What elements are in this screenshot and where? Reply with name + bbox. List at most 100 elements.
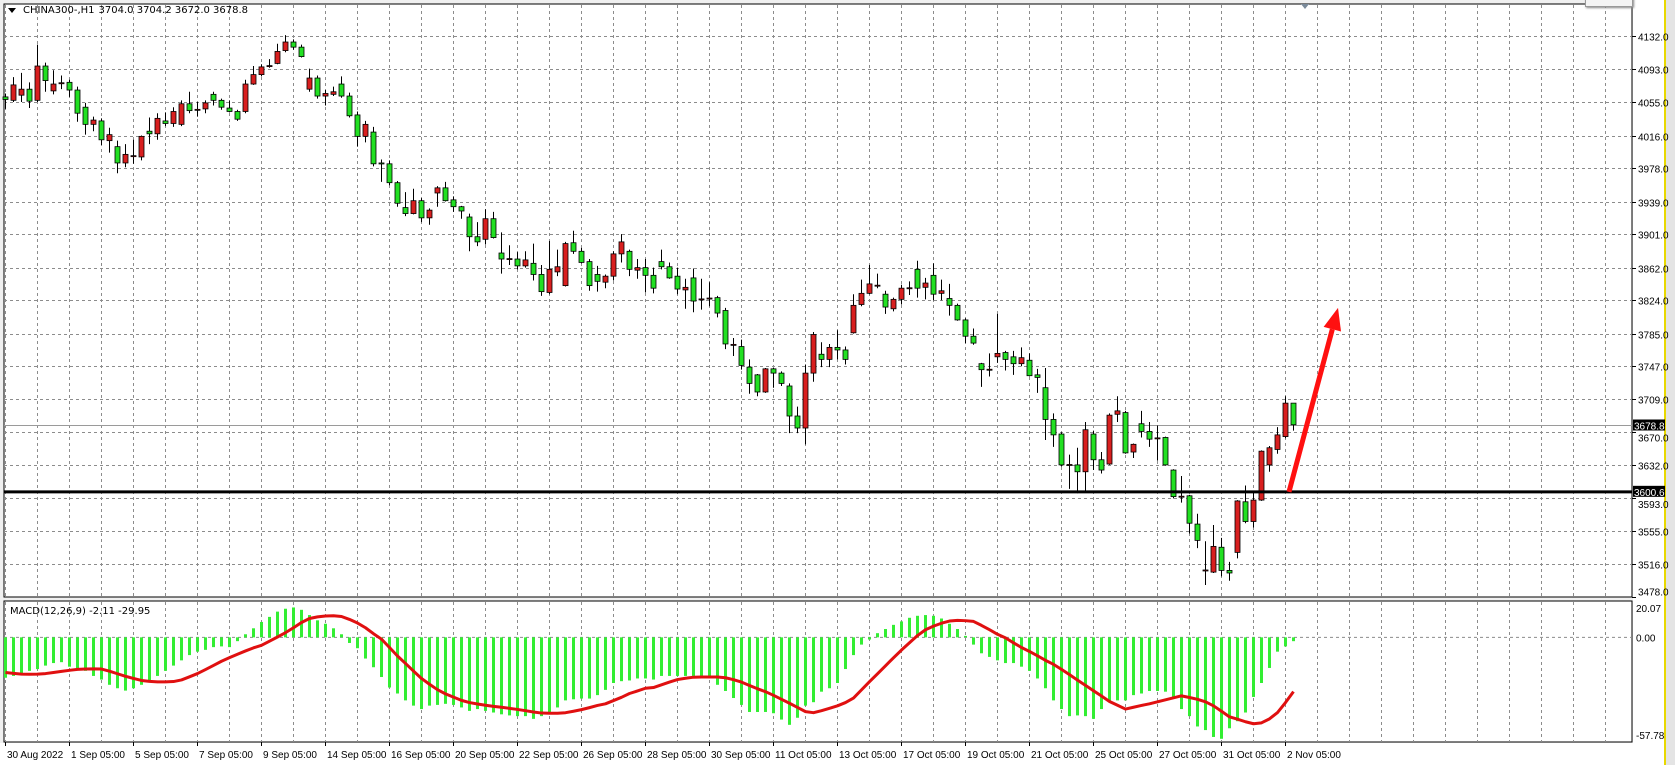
candle [74,86,81,122]
candle-body [1186,495,1193,524]
macd-histogram-bar [564,637,567,701]
candle-body [674,275,681,290]
macd-histogram-bar [572,637,575,700]
candle [970,328,977,345]
candle [618,234,625,263]
candle [946,283,953,316]
candle [1090,430,1097,471]
candle [954,303,961,321]
macd-histogram-bar [196,637,199,652]
macd-histogram-bar [708,637,711,679]
macd-histogram-bar [1164,637,1167,692]
candle-body [474,236,481,243]
candle [170,107,177,127]
candle [554,249,561,277]
macd-histogram-bar [764,637,767,712]
candle [258,64,265,77]
candle-body [346,95,353,117]
macd-histogram-bar [548,637,551,715]
macd-histogram-bar [820,637,823,692]
triangle-down-icon[interactable] [8,8,16,13]
price-axis-label: 3632.0 [1638,462,1669,473]
macd-histogram-bar [316,620,319,638]
candle [466,213,473,252]
candle-body [522,259,529,267]
candle-body [322,93,329,97]
macd-histogram-bar [876,633,879,638]
macd-histogram-bar [1116,637,1119,701]
macd-histogram-bar [636,637,639,679]
candle [114,140,121,174]
chart-header: CHINA300-,H1 3704.0 3704.2 3672.0 3678.8 [8,5,248,16]
macd-histogram-bar [852,637,855,656]
candle-body [1274,434,1281,450]
macd-histogram-bar [996,637,999,661]
candle [890,297,897,312]
candle-body [922,282,929,288]
candle [202,100,209,114]
macd-histogram-bar [596,637,599,696]
macd-histogram-bar [1212,637,1215,737]
candle [1146,422,1153,447]
candle [1074,447,1081,494]
trade-panel-button[interactable] [1585,0,1633,7]
candle [82,102,89,135]
macd-histogram-bar [532,637,535,719]
macd-axis-label: -57.78 [1636,731,1665,742]
candle [674,267,681,295]
time-axis-label: 11 Oct 05:00 [775,750,832,761]
candle-body [1234,500,1241,553]
candle-body [1194,523,1201,541]
macd-histogram-bar [292,607,295,638]
candle [42,62,49,92]
candle-body [450,199,457,208]
candle [1194,513,1201,549]
window-border [1666,0,1675,765]
macd-histogram-bar [108,637,111,685]
chart-shift-marker-icon[interactable] [1301,4,1309,9]
candle [546,241,553,295]
candle [442,181,449,202]
candle-body [818,353,825,360]
candle-body [394,182,401,204]
macd-histogram-bar [60,637,63,663]
candle-body [202,102,209,110]
candle-body [866,283,873,294]
macd-histogram-bar [1092,637,1095,719]
candle-body [890,298,897,310]
candle [882,290,889,314]
candle-body [1098,459,1105,471]
candle-body [986,368,993,371]
macd-histogram-bar [164,637,167,671]
candle [274,43,281,65]
candle-body [2,96,9,100]
candle [906,281,913,296]
macd-histogram-bar [668,637,671,676]
candle [458,205,465,219]
macd-histogram-bar [980,637,983,654]
candle-body [466,216,473,238]
candle [586,259,593,291]
macd-histogram-bar [508,637,511,716]
macd-histogram-bar [660,637,663,676]
candle [314,75,321,99]
candle-body [858,292,865,305]
candle-body [1282,402,1289,437]
macd-histogram-bar [420,637,423,710]
candle [1154,425,1161,461]
time-axis-label: 14 Sep 05:00 [327,750,387,761]
candle-body [762,368,769,393]
macd-panel [3,600,1633,743]
candle-body [834,346,841,351]
candle [226,100,233,113]
macd-histogram-bar [260,621,263,638]
candle-body [650,274,657,289]
candle [562,241,569,287]
candle-body [1210,545,1217,573]
candle [1266,446,1273,472]
candle-body [210,93,217,101]
time-axis-label: 16 Sep 05:00 [391,750,451,761]
candle-body [1202,569,1209,572]
price-axis-label: 3555.0 [1638,528,1669,539]
